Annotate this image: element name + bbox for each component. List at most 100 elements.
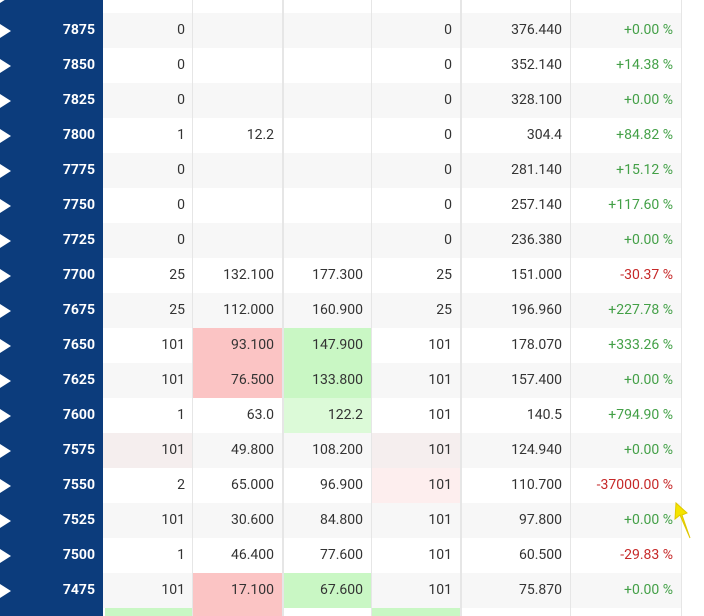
table-cell: 0 [444,92,452,108]
expand-arrow[interactable] [0,199,11,213]
partial-row [0,0,681,13]
table-cell: -29.83 % [620,547,673,563]
table-cell: 110.700 [511,477,562,493]
table-cell: 63.0 [246,407,274,423]
strike-cell: 7775 [0,153,103,188]
table-cell: 49.800 [230,442,274,458]
table-cell: +14.38 % [616,57,673,73]
table-cell: +0.00 % [624,442,673,458]
expand-arrow[interactable] [0,0,11,3]
table-cell: 157.400 [511,372,562,388]
table-cell: 75.870 [518,582,562,598]
table-cell: 17.100 [193,573,282,608]
table-cell: +227.78 % [608,302,673,318]
table-cell: 97.800 [518,512,562,528]
table-cell: -37000.00 % [596,477,673,493]
table-cell [283,118,371,153]
table-cell: +333.26 % [608,337,673,353]
table-cell: -30.37 % [620,267,673,283]
expand-arrow[interactable] [0,269,11,283]
table-cell: +0.00 % [624,22,673,38]
expand-arrow[interactable] [0,234,11,248]
expand-arrow[interactable] [0,304,11,318]
column-separator [192,0,193,616]
table-cell: 160.900 [312,302,363,318]
table-cell: 1 [177,127,185,143]
table-cell: 101 [103,433,193,468]
expand-arrow[interactable] [0,339,11,353]
table-cell: 76.500 [193,363,282,398]
table-row: 7800 1 12.2 0 304.4 +84.82 % [0,118,681,153]
table-cell: 352.140 [511,57,562,73]
expand-arrow[interactable] [0,549,11,563]
table-row: 7475 101 17.100 67.600 101 75.870 +0.00 % [0,573,681,608]
table-cell: 281.140 [511,162,562,178]
strike-cell: 7625 [0,363,103,398]
table-cell: 77.600 [319,547,363,563]
table-cell [283,153,371,188]
table-cell: 101 [428,547,452,563]
table-cell: 0 [177,197,185,213]
table-cell: 151.000 [511,267,562,283]
table-cell [193,188,282,223]
table-cell: 1 [177,407,185,423]
strike-cell [0,606,103,616]
expand-arrow[interactable] [0,444,11,458]
expand-arrow[interactable] [0,164,11,178]
table-row: 7525 101 30.600 84.800 101 97.800 +0.00 % [0,503,681,538]
table-cell: 122.2 [283,398,371,433]
table-cell: 178.070 [511,337,562,353]
table-row: 7725 0 0 236.380 +0.00 % [0,223,681,258]
table-cell: 0 [444,57,452,73]
table-cell: 2 [177,477,185,493]
expand-arrow[interactable] [0,59,11,73]
table-cell: +0.00 % [624,232,673,248]
table-cell [193,153,282,188]
table-row: 7650 101 93.100 147.900 101 178.070 +333.26 % [0,328,681,363]
table-cell: 46.400 [230,547,274,563]
table-cell: 376.440 [511,22,562,38]
expand-arrow[interactable] [0,94,11,108]
expand-arrow[interactable] [0,374,11,388]
table-cell: 0 [177,162,185,178]
table-cell: 133.800 [283,363,371,398]
strike-cell: 7875 [0,13,103,48]
expand-arrow[interactable] [0,409,11,423]
table-cell: 0 [177,232,185,248]
column-separator [570,0,571,616]
expand-arrow[interactable] [0,584,11,598]
table-cell: 1 [177,547,185,563]
table-cell: +84.82 % [616,127,673,143]
table-cell: 101 [428,407,452,423]
table-cell [193,13,282,48]
table-cell: +0.00 % [624,92,673,108]
table-cell: 93.100 [193,328,282,363]
table-cell: 101 [428,512,452,528]
table-cell [193,223,282,258]
table-cell: 304.4 [526,127,562,143]
table-row: 7850 0 0 352.140 +14.38 % [0,48,681,83]
table-cell: 0 [444,197,452,213]
expand-arrow[interactable] [0,129,11,143]
table-cell [283,13,371,48]
table-cell: 25 [436,302,452,318]
table-cell: 0 [444,162,452,178]
table-cell: 124.940 [511,442,562,458]
table-cell: +0.00 % [624,372,673,388]
expand-arrow[interactable] [0,24,11,38]
table-cell: 0 [177,92,185,108]
table-cell: 0 [177,57,185,73]
table-cell [283,223,371,258]
expand-arrow[interactable] [0,514,11,528]
table-row: 7700 25 132.100 177.300 25 151.000 -30.37 % [0,258,681,293]
table-cell: 196.960 [511,302,562,318]
strike-cell: 7700 [0,258,103,293]
strike-cell: 7550 [0,468,103,503]
table-cell: 25 [169,267,185,283]
table-cell: 0 [444,232,452,248]
table-cell: 177.300 [312,267,363,283]
table-row: 7600 1 63.0 122.2 101 140.5 +794.90 % [0,398,681,433]
expand-arrow[interactable] [0,479,11,493]
table-cell: 0 [177,22,185,38]
table-row: 7675 25 112.000 160.900 25 196.960 +227.78 % [0,293,681,328]
